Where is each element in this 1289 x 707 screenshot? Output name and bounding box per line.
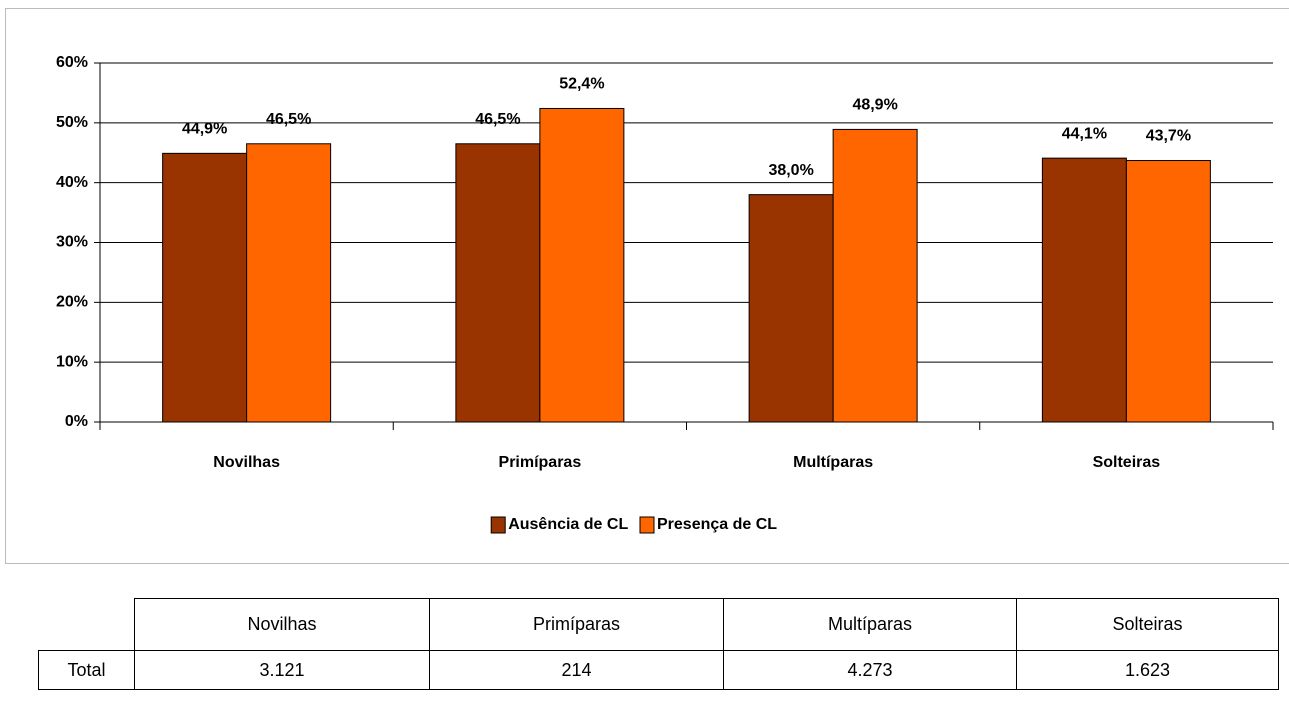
- x-tick-label: Primíparas: [499, 454, 582, 471]
- bar: [162, 152, 248, 423]
- bar: [246, 143, 332, 423]
- data-label: 44,1%: [1062, 125, 1107, 142]
- table-cell: 1.623: [1016, 650, 1279, 690]
- bar: [748, 194, 834, 423]
- bar: [832, 128, 918, 423]
- data-label: 46,5%: [266, 111, 311, 128]
- x-tick-label: Multíparas: [793, 454, 873, 471]
- table-cell: Solteiras: [1016, 598, 1279, 651]
- y-tick-label: 60%: [56, 54, 88, 71]
- data-label: 38,0%: [768, 162, 813, 179]
- table-cell: 214: [429, 650, 724, 690]
- bar: [1041, 157, 1127, 423]
- data-label: 48,9%: [852, 97, 897, 114]
- table-cell: [38, 598, 135, 651]
- data-label: 44,9%: [182, 121, 227, 138]
- legend-swatch: [490, 516, 506, 534]
- y-tick-label: 30%: [56, 234, 88, 251]
- table-cell: Novilhas: [134, 598, 430, 651]
- table-cell: 3.121: [134, 650, 430, 690]
- y-tick-label: 40%: [56, 174, 88, 191]
- y-tick-label: 0%: [65, 413, 88, 430]
- x-tick-label: Solteiras: [1093, 454, 1161, 471]
- data-label: 43,7%: [1146, 128, 1191, 145]
- table-cell: 4.273: [723, 650, 1017, 690]
- bar: [1125, 160, 1211, 423]
- table-cell: Total: [38, 650, 135, 690]
- bar: [539, 107, 625, 423]
- data-label: 46,5%: [475, 111, 520, 128]
- table-row: Total 3.121 214 4.273 1.623: [38, 650, 1279, 690]
- data-label: 52,4%: [559, 76, 604, 93]
- chart-frame: [5, 8, 1289, 564]
- legend-label: Presença de CL: [657, 516, 777, 533]
- y-tick-label: 20%: [56, 294, 88, 311]
- legend-label: Ausência de CL: [508, 516, 628, 533]
- chart: 0% 10% 20% 30% 40% 50% 60% Novilhas 44,9% 46,5% Pr…: [5, 8, 1289, 564]
- y-tick-label: 50%: [56, 114, 88, 131]
- y-tick-label: 10%: [56, 353, 88, 370]
- table-cell: Primíparas: [429, 598, 724, 651]
- bar: [455, 143, 541, 423]
- data-table: Novilhas Primíparas Multíparas Solteiras Tot…: [38, 598, 1279, 690]
- table-cell: Multíparas: [723, 598, 1017, 651]
- x-tick-label: Novilhas: [213, 454, 280, 471]
- legend-swatch: [639, 516, 655, 534]
- table-header: Novilhas Primíparas Multíparas Solteiras: [38, 598, 1279, 651]
